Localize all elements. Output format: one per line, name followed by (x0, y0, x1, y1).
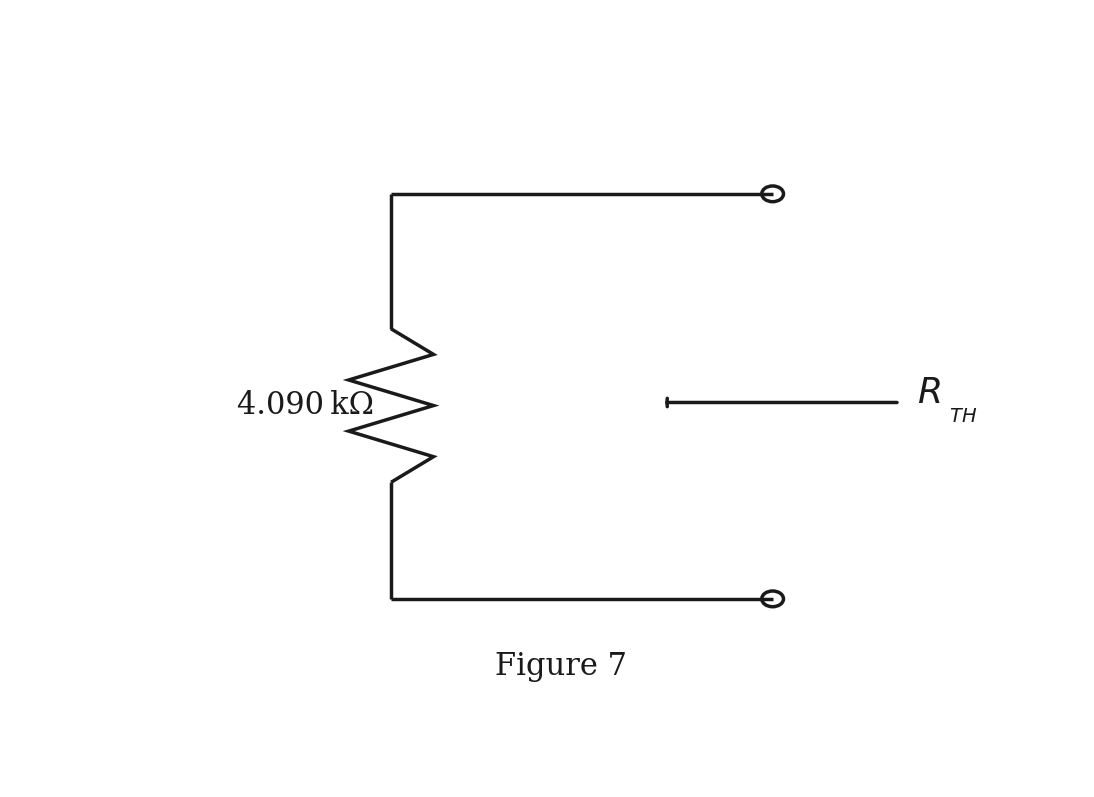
Text: $R$: $R$ (917, 376, 941, 410)
Text: Figure 7: Figure 7 (494, 651, 627, 682)
Text: $_{TH}$: $_{TH}$ (948, 398, 977, 425)
Text: 4.090 kΩ: 4.090 kΩ (237, 390, 374, 421)
